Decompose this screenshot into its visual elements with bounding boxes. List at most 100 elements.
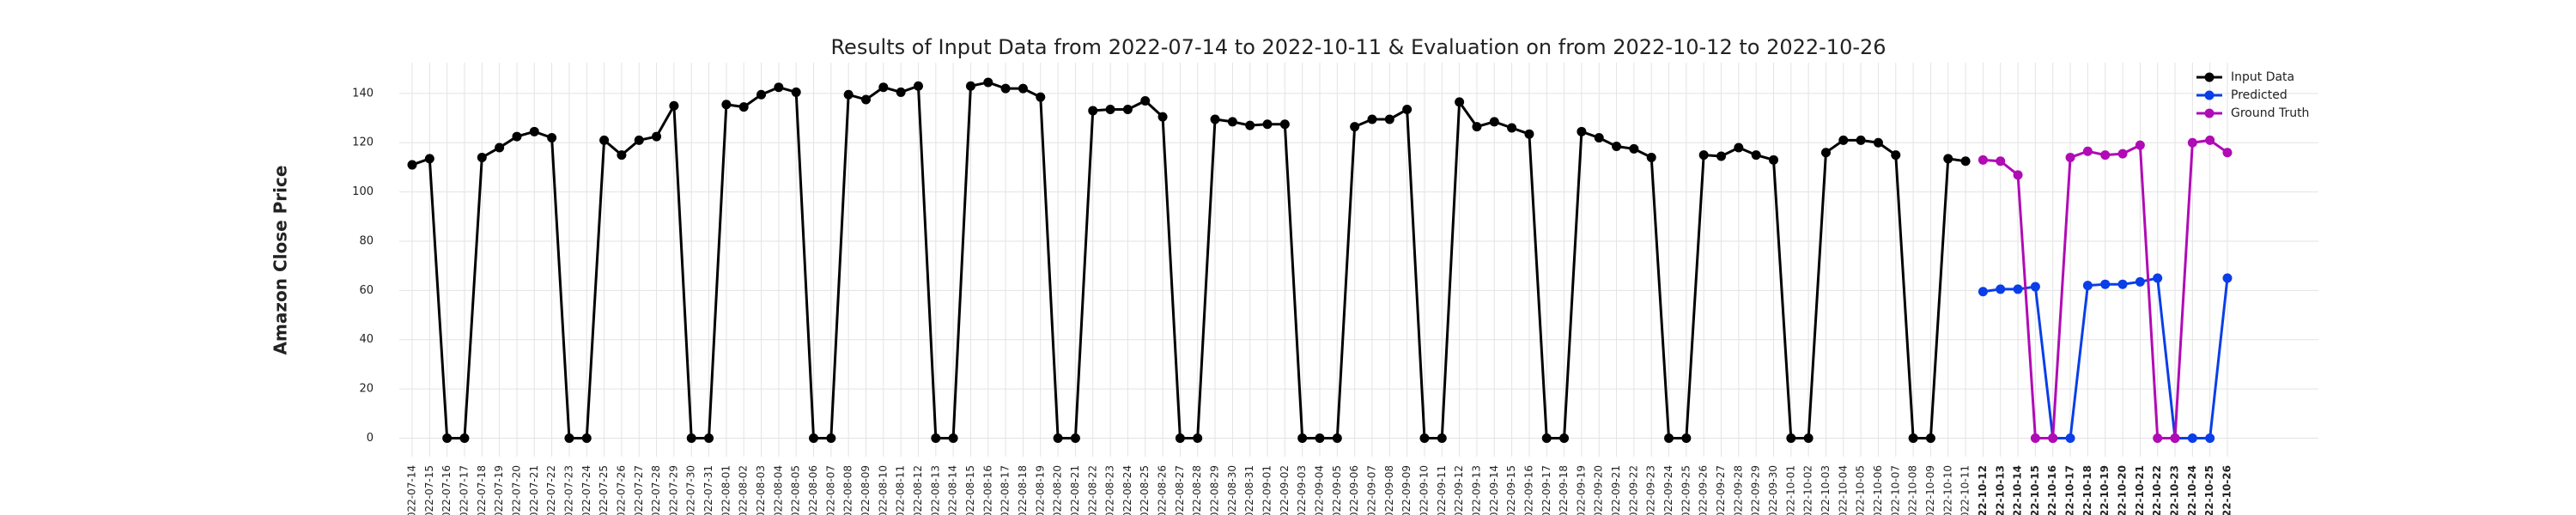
x-tick-label: 2022-09-22 (1627, 465, 1639, 515)
data-point (1681, 433, 1692, 443)
x-tick-label: 2022-08-02 (738, 465, 750, 515)
data-point (407, 160, 417, 170)
x-tick-label: 2022-08-06 (807, 465, 819, 515)
x-tick-label: 2022-08-27 (1174, 465, 1186, 515)
x-tick-label: 2022-09-20 (1593, 465, 1605, 515)
legend-marker (2204, 90, 2215, 100)
x-tick-label: 2022-09-17 (1540, 465, 1552, 515)
data-point (1350, 122, 1360, 132)
x-tick-label: 2022-08-16 (981, 465, 993, 515)
x-tick-label: 2022-09-05 (1331, 465, 1343, 515)
data-point (1384, 114, 1394, 124)
x-tick-label: 2022-09-02 (1279, 465, 1291, 515)
x-tick-label: 2022-07-22 (545, 465, 557, 515)
x-tick-label: 2022-07-14 (406, 465, 418, 515)
data-point (809, 433, 819, 443)
x-tick-label: 2022-09-25 (1680, 465, 1692, 515)
data-point (459, 433, 470, 443)
x-tick-label: 2022-10-19 (2099, 465, 2111, 515)
data-point (1541, 433, 1552, 443)
data-point (1734, 142, 1744, 153)
x-tick-label: 2022-10-06 (1872, 465, 1884, 515)
x-tick-label: 2022-07-18 (476, 465, 488, 515)
data-point (1577, 126, 1587, 136)
data-point (477, 152, 487, 162)
x-tick-label: 2022-10-17 (2064, 465, 2076, 515)
x-tick-label: 2022-07-25 (598, 465, 610, 515)
x-tick-label: 2022-08-19 (1034, 465, 1046, 515)
x-tick-label: 2022-08-08 (842, 465, 854, 515)
data-point (2117, 279, 2128, 289)
data-point (529, 126, 539, 136)
data-point (1856, 135, 1866, 145)
x-tick-label: 2022-10-02 (1802, 465, 1814, 515)
x-tick-label: 2022-10-18 (2081, 465, 2093, 515)
x-tick-label: 2022-09-27 (1715, 465, 1727, 515)
x-tick-label: 2022-08-25 (1139, 465, 1151, 515)
x-tick-label: 2022-09-11 (1436, 465, 1448, 515)
x-tick-label: 2022-08-01 (720, 465, 732, 515)
x-tick-label: 2022-07-23 (562, 465, 574, 515)
data-point (2030, 433, 2040, 443)
x-tick-label: 2022-09-29 (1750, 465, 1762, 515)
data-point (1594, 132, 1604, 142)
data-point (1018, 83, 1028, 94)
data-point (512, 131, 522, 142)
data-point (1978, 287, 1988, 297)
x-tick-label: 2022-07-26 (615, 465, 627, 515)
y-axis-label: Amazon Close Price (270, 166, 291, 355)
x-tick-label: 2022-08-10 (877, 465, 889, 515)
x-tick-label: 2022-09-26 (1698, 465, 1710, 515)
x-tick-label: 2022-09-08 (1383, 465, 1395, 515)
data-point (1489, 117, 1499, 127)
x-tick-label: 2022-07-30 (685, 465, 697, 515)
y-tick-label: 60 (359, 284, 374, 297)
x-tick-label: 2022-08-13 (929, 465, 941, 515)
grid (399, 63, 2318, 457)
data-point (1960, 156, 1971, 167)
chart-title: Results of Input Data from 2022-07-14 to… (830, 35, 1886, 59)
x-tick-label: 2022-07-15 (423, 465, 435, 515)
x-tick-label: 2022-09-10 (1418, 465, 1430, 515)
x-tick-label: 2022-10-23 (2169, 465, 2181, 515)
x-tick-label: 2022-09-24 (1662, 465, 1674, 515)
x-tick-label: 2022-09-06 (1348, 465, 1360, 515)
data-point (1193, 433, 1203, 443)
x-tick-label: 2022-08-09 (860, 465, 872, 515)
data-point (721, 100, 732, 110)
data-point (2205, 433, 2215, 443)
data-point (1210, 114, 1220, 124)
data-point (1088, 106, 1098, 116)
data-point (774, 82, 784, 93)
data-point (1175, 433, 1185, 443)
x-tick-label: 2022-08-31 (1243, 465, 1255, 515)
data-point (2222, 148, 2233, 158)
data-point (564, 433, 574, 443)
data-point (669, 100, 679, 111)
data-point (1786, 433, 1796, 443)
data-point (2082, 146, 2093, 156)
x-tick-label: 2022-10-07 (1889, 465, 1901, 515)
x-tick-label: 2022-08-15 (964, 465, 976, 515)
x-tick-label: 2022-08-17 (999, 465, 1012, 515)
x-tick-label: 2022-09-01 (1261, 465, 1273, 515)
x-tick-label: 2022-10-16 (2046, 465, 2058, 515)
x-tick-label: 2022-10-22 (2151, 465, 2163, 515)
x-tick-label: 2022-08-24 (1121, 465, 1133, 515)
data-point (1664, 433, 1674, 443)
x-tick-label: 2022-10-24 (2186, 465, 2198, 515)
y-tick-label: 0 (367, 432, 374, 445)
x-tick-label: 2022-08-20 (1052, 465, 1064, 515)
data-point (1996, 156, 2006, 167)
data-point (2135, 276, 2145, 287)
x-tick-label: 2022-10-10 (1941, 465, 1953, 515)
data-point (2013, 284, 2023, 294)
y-tick-label: 140 (352, 87, 374, 100)
data-point (424, 154, 434, 164)
x-tick-label: 2022-09-12 (1453, 465, 1465, 515)
x-tick-label: 2022-09-14 (1488, 465, 1500, 515)
data-point (2187, 137, 2197, 148)
data-point (1157, 112, 1168, 122)
data-point (1524, 129, 1534, 139)
